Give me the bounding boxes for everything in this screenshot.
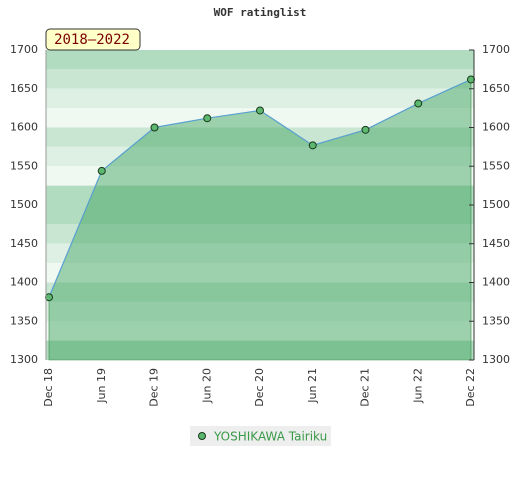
point [150, 123, 159, 132]
background-band [46, 282, 474, 302]
chart-title: WOF ratinglist [214, 6, 307, 19]
y2-tick-label: 1650 [482, 82, 510, 95]
x-tick-label: Jun 19 [95, 368, 108, 404]
x-tick-label: Dec 21 [359, 368, 372, 407]
legend [190, 426, 331, 446]
background-band [46, 340, 474, 360]
x-tick-label: Jun 20 [200, 368, 213, 404]
background-band [46, 263, 474, 283]
point [45, 293, 53, 302]
point [414, 99, 423, 108]
y-tick-label: 1450 [10, 237, 38, 250]
background-band [46, 301, 474, 322]
point [308, 141, 317, 150]
point [97, 166, 106, 175]
y2-tick-label: 1400 [482, 276, 510, 289]
x-tick-label: Jun 21 [306, 368, 319, 404]
background-band [46, 224, 474, 244]
background-band [46, 243, 474, 264]
background-band [46, 50, 474, 70]
y2-tick-label: 1500 [482, 198, 510, 211]
y-tick-label: 1550 [10, 159, 38, 172]
x-tick-label: Dec 22 [464, 368, 477, 407]
y-tick-label: 1300 [10, 353, 38, 366]
badge: 2018–2022 [54, 32, 130, 48]
plot-area [45, 50, 475, 361]
point [203, 114, 212, 123]
y-tick-label: 1500 [10, 198, 38, 211]
legend-label: YOSHIKAWA Tairiku [213, 430, 327, 444]
x-tick-label: Dec 18 [42, 368, 55, 407]
background-band [46, 88, 474, 109]
y-tick-label: 1400 [10, 276, 38, 289]
x-tick-label: Dec 20 [253, 368, 266, 407]
y2-tick-label: 1450 [482, 237, 510, 250]
background-band [46, 69, 474, 89]
background-band [46, 185, 474, 205]
background-band [46, 321, 474, 341]
x-tick-label: Jun 22 [411, 368, 424, 404]
background-band [46, 205, 474, 225]
x-tick-label: Dec 19 [148, 368, 161, 407]
y2-tick-label: 1350 [482, 314, 510, 327]
y-tick-label: 1600 [10, 121, 38, 134]
background-band [46, 146, 474, 167]
y2-tick-label: 1600 [482, 121, 510, 134]
y-tick-label: 1350 [10, 314, 38, 327]
point [467, 75, 475, 84]
background-band [46, 166, 474, 186]
y-tick-label: 1700 [10, 43, 38, 56]
y2-tick-label: 1550 [482, 159, 510, 172]
y2-tick-label: 1700 [482, 43, 510, 56]
point [256, 106, 264, 115]
point [361, 125, 370, 134]
legend-marker [198, 432, 206, 440]
badge-box [45, 28, 141, 51]
y-tick-label: 1650 [10, 82, 38, 95]
y2-tick-label: 1300 [482, 353, 510, 366]
background-band [46, 108, 474, 128]
